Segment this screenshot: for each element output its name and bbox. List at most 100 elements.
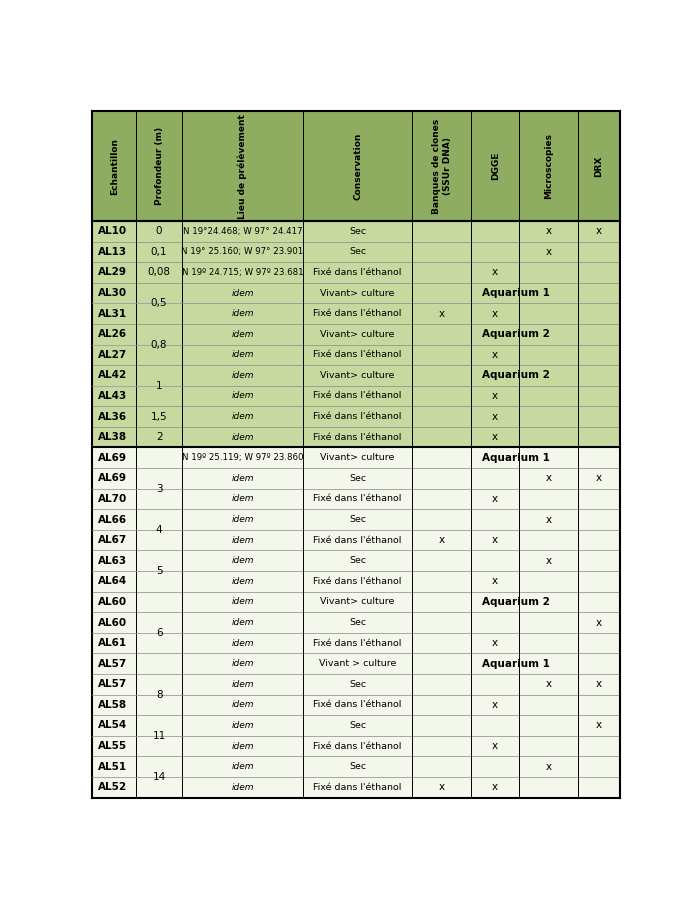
Text: idem: idem — [231, 536, 254, 544]
Text: AL60: AL60 — [97, 597, 126, 607]
Text: AL58: AL58 — [97, 700, 126, 710]
Text: idem: idem — [231, 433, 254, 442]
Text: AL57: AL57 — [97, 659, 126, 669]
Text: x: x — [546, 761, 552, 771]
Text: idem: idem — [231, 721, 254, 730]
Text: Sec: Sec — [349, 680, 366, 688]
Text: x: x — [492, 536, 498, 545]
Text: Fixé dans l'éthanol: Fixé dans l'éthanol — [313, 536, 402, 544]
Text: AL54: AL54 — [97, 721, 126, 731]
Text: x: x — [492, 432, 498, 442]
Text: Vivant> culture: Vivant> culture — [320, 371, 395, 380]
Bar — [92, 468, 620, 489]
Text: Banques de clones
(SSUr DNA): Banques de clones (SSUr DNA) — [432, 119, 452, 214]
Text: x: x — [546, 247, 552, 256]
Bar — [92, 591, 620, 612]
Text: AL29: AL29 — [97, 267, 126, 277]
Text: AL64: AL64 — [97, 576, 126, 586]
Text: Microscopies: Microscopies — [544, 133, 553, 199]
Text: Aquarium 2: Aquarium 2 — [482, 329, 550, 339]
Bar — [92, 633, 620, 653]
Text: x: x — [546, 226, 552, 237]
Text: idem: idem — [231, 742, 254, 751]
Text: x: x — [492, 741, 498, 751]
Text: Lieu de prélèvement: Lieu de prélèvement — [238, 113, 247, 219]
Text: Fixé dans l'éthanol: Fixé dans l'éthanol — [313, 639, 402, 648]
Text: Aquarium 2: Aquarium 2 — [482, 597, 550, 607]
Text: AL52: AL52 — [97, 782, 126, 792]
Text: x: x — [596, 226, 602, 237]
Text: idem: idem — [231, 309, 254, 318]
Text: Sec: Sec — [349, 618, 366, 627]
Text: AL55: AL55 — [97, 741, 126, 751]
Text: Fixé dans l'éthanol: Fixé dans l'éthanol — [313, 392, 402, 400]
Text: x: x — [492, 782, 498, 792]
Text: Fixé dans l'éthanol: Fixé dans l'éthanol — [313, 742, 402, 751]
Text: Sec: Sec — [349, 556, 366, 565]
Text: 0,5: 0,5 — [151, 298, 167, 309]
Text: idem: idem — [231, 371, 254, 380]
Bar — [92, 509, 620, 530]
Text: AL13: AL13 — [97, 247, 126, 256]
Text: idem: idem — [231, 680, 254, 688]
Text: N 19°24.468; W 97° 24.417: N 19°24.468; W 97° 24.417 — [183, 227, 302, 236]
Bar — [92, 530, 620, 551]
Text: idem: idem — [231, 783, 254, 792]
Bar — [92, 736, 620, 756]
Bar — [92, 241, 620, 262]
Bar — [92, 427, 620, 447]
Bar — [92, 716, 620, 736]
Bar — [92, 283, 620, 303]
Text: AL42: AL42 — [97, 371, 126, 381]
Text: Sec: Sec — [349, 515, 366, 524]
Text: idem: idem — [231, 618, 254, 627]
Text: 0: 0 — [156, 226, 163, 237]
Text: AL70: AL70 — [97, 494, 126, 504]
Bar — [92, 386, 620, 406]
Text: Sec: Sec — [349, 721, 366, 730]
Text: 0,08: 0,08 — [147, 267, 170, 277]
Bar — [92, 489, 620, 509]
Text: x: x — [596, 617, 602, 627]
Text: AL38: AL38 — [97, 432, 126, 442]
Text: Fixé dans l'éthanol: Fixé dans l'éthanol — [313, 783, 402, 792]
Bar — [92, 221, 620, 241]
Text: 0,1: 0,1 — [151, 247, 167, 256]
Text: 6: 6 — [156, 628, 163, 638]
Text: N 19° 25.160; W 97° 23.901: N 19° 25.160; W 97° 23.901 — [181, 248, 304, 256]
Text: x: x — [546, 473, 552, 483]
Text: x: x — [546, 515, 552, 525]
Text: idem: idem — [231, 598, 254, 607]
Text: Fixé dans l'éthanol: Fixé dans l'éthanol — [313, 433, 402, 442]
Text: idem: idem — [231, 700, 254, 709]
Bar — [92, 112, 620, 221]
Bar — [92, 303, 620, 324]
Text: AL51: AL51 — [97, 761, 126, 771]
Text: AL31: AL31 — [97, 309, 126, 319]
Text: idem: idem — [231, 659, 254, 668]
Text: Fixé dans l'éthanol: Fixé dans l'éthanol — [313, 412, 402, 421]
Text: DRX: DRX — [594, 156, 603, 177]
Text: AL69: AL69 — [97, 453, 126, 463]
Text: idem: idem — [231, 474, 254, 483]
Bar — [92, 447, 620, 468]
Text: Vivant > culture: Vivant > culture — [319, 659, 396, 668]
Text: AL67: AL67 — [97, 536, 126, 545]
Text: 0,8: 0,8 — [151, 339, 167, 349]
Text: idem: idem — [231, 515, 254, 524]
Text: Fixé dans l'éthanol: Fixé dans l'éthanol — [313, 494, 402, 503]
Text: Sec: Sec — [349, 762, 366, 771]
Text: x: x — [439, 309, 445, 319]
Text: idem: idem — [231, 577, 254, 586]
Text: x: x — [492, 391, 498, 401]
Text: Fixé dans l'éthanol: Fixé dans l'éthanol — [313, 268, 402, 277]
Text: Vivant> culture: Vivant> culture — [320, 329, 395, 338]
Text: AL69: AL69 — [97, 473, 126, 483]
Bar — [92, 324, 620, 345]
Text: 11: 11 — [152, 731, 165, 741]
Text: DGGE: DGGE — [491, 152, 500, 180]
Text: Fixé dans l'éthanol: Fixé dans l'éthanol — [313, 577, 402, 586]
Text: idem: idem — [231, 392, 254, 400]
Text: Sec: Sec — [349, 227, 366, 236]
Text: x: x — [492, 350, 498, 360]
